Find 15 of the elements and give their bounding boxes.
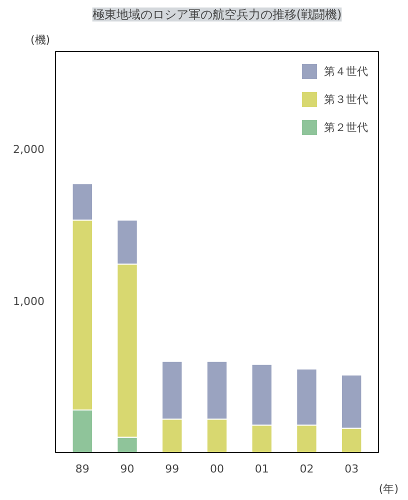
x-tick-label: 99 xyxy=(165,462,180,476)
y-tick-label: 2,000 xyxy=(13,143,45,156)
x-tick-label: 01 xyxy=(254,462,269,476)
x-tick-label: 00 xyxy=(210,462,224,476)
legend-label: 第４世代 xyxy=(324,64,368,78)
chart-title: 極東地域のロシア軍の航空兵力の推移(戦闘機) xyxy=(92,8,342,22)
y-tick-label: 1,000 xyxy=(13,295,45,308)
legend-label: 第３世代 xyxy=(324,92,368,106)
x-tick-label: 90 xyxy=(120,462,134,476)
x-axis-title: (年) xyxy=(378,482,399,496)
x-tick-label: 03 xyxy=(344,462,359,476)
x-tick-label: 02 xyxy=(300,462,314,476)
x-tick-label: 89 xyxy=(75,462,90,476)
legend-label: 第２世代 xyxy=(324,120,368,134)
y-axis-title: (機) xyxy=(30,34,50,46)
